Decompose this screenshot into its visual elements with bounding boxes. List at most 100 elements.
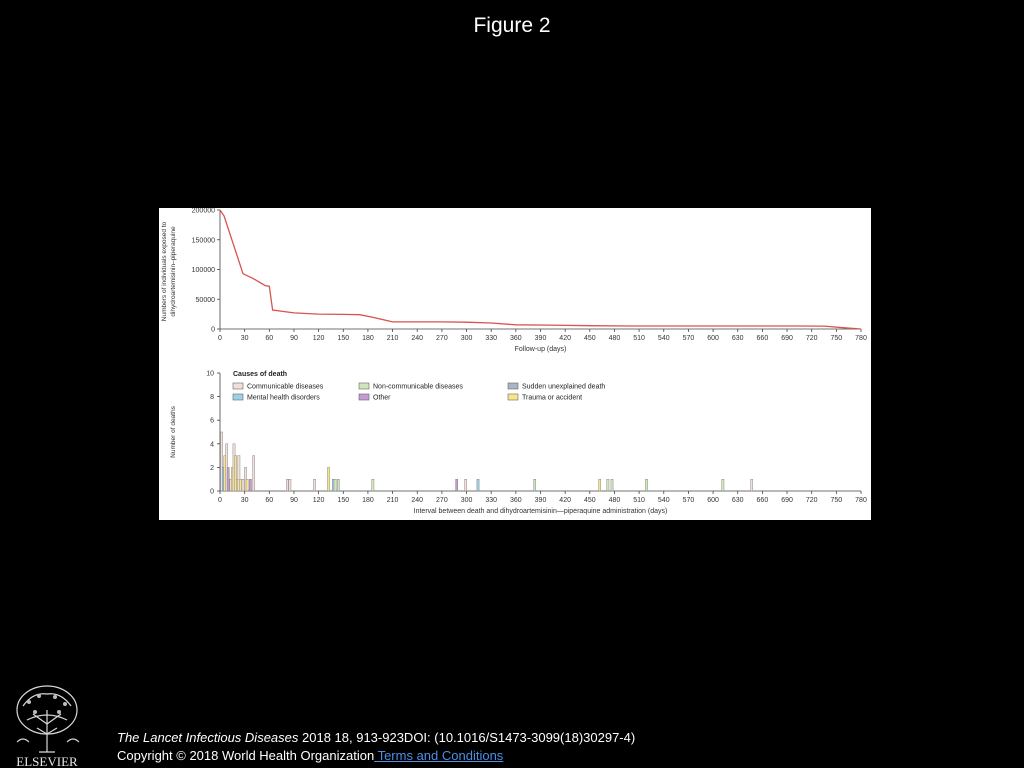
death-bar xyxy=(333,479,337,492)
x-tick-label: 510 xyxy=(633,335,645,342)
x-tick-label: 660 xyxy=(757,497,769,504)
legend-label: Other xyxy=(373,395,391,402)
x-axis-label: Interval between death and dihydroartemi… xyxy=(414,508,668,515)
y-tick-label: 150000 xyxy=(192,237,215,244)
legend-swatch xyxy=(358,393,370,401)
death-bar xyxy=(237,455,241,492)
y-tick-label: 100000 xyxy=(192,267,215,274)
death-bar xyxy=(288,479,292,492)
legend-swatch xyxy=(232,393,244,401)
x-tick-label: 600 xyxy=(707,497,719,504)
legend-swatch xyxy=(507,382,519,390)
death-bar xyxy=(327,467,330,492)
death-bar xyxy=(245,479,249,492)
y-axis-label: Numbers of individuals exposed to xyxy=(161,221,168,321)
x-tick-label: 690 xyxy=(781,497,793,504)
legend-label: Communicable diseases xyxy=(247,384,324,391)
x-tick-label: 750 xyxy=(831,335,843,342)
death-bar xyxy=(234,455,237,492)
legend-swatch xyxy=(358,382,370,390)
x-tick-label: 150 xyxy=(337,335,349,342)
x-tick-label: 540 xyxy=(658,335,670,342)
x-tick-label: 420 xyxy=(559,335,571,342)
death-bar xyxy=(220,431,223,492)
citation-line: The Lancet Infectious Diseases 2018 18, … xyxy=(117,729,635,747)
y-axis-label: dihydroartemisinin–piperaquine xyxy=(170,226,177,317)
x-tick-label: 150 xyxy=(337,497,349,504)
x-tick-label: 780 xyxy=(855,497,867,504)
y-tick-label: 2 xyxy=(210,465,214,472)
y-tick-label: 8 xyxy=(210,394,214,401)
x-tick-label: 300 xyxy=(461,335,473,342)
followup-line-chart: 0 50000 100000 150000 200000 0 30 60 90 120 150 180… xyxy=(161,208,867,353)
x-tick-label: 630 xyxy=(732,335,744,342)
death-bar xyxy=(721,479,725,492)
death-bar xyxy=(606,479,610,492)
x-tick-label: 360 xyxy=(510,497,522,504)
death-bar xyxy=(610,479,614,492)
y-tick-label: 50000 xyxy=(196,297,216,304)
deaths-bar-chart: 0 2 4 6 8 10 0 30 60 90 120 150 180 210 240 270 300 330 36… xyxy=(170,371,867,516)
x-tick-label: 90 xyxy=(290,335,298,342)
citation-details: 2018 18, 913-923DOI: (10.1016/S1473-3099… xyxy=(298,730,636,745)
x-tick-label: 480 xyxy=(609,335,621,342)
x-tick-label: 600 xyxy=(707,335,719,342)
series-line xyxy=(219,209,862,330)
death-bar xyxy=(336,479,340,492)
y-tick-label: 0 xyxy=(211,327,215,334)
terms-link[interactable]: Terms and Conditions xyxy=(374,748,504,763)
x-tick-label: 240 xyxy=(411,497,423,504)
x-tick-label: 60 xyxy=(265,497,273,504)
legend-title: Causes of death xyxy=(233,371,287,378)
y-tick-label: 6 xyxy=(210,418,214,425)
x-tick-label: 120 xyxy=(313,335,325,342)
x-tick-label: 780 xyxy=(855,335,867,342)
death-bar xyxy=(252,455,255,492)
figure-panel: 0 50000 100000 150000 200000 0 30 60 90 120 150 180… xyxy=(159,208,871,520)
death-bar xyxy=(371,479,375,492)
x-tick-label: 450 xyxy=(584,335,596,342)
death-bar xyxy=(249,479,252,492)
y-tick-label: 10 xyxy=(206,371,214,378)
x-tick-label: 660 xyxy=(757,335,769,342)
death-bar xyxy=(455,479,459,492)
x-tick-label: 390 xyxy=(535,497,547,504)
x-tick-label: 180 xyxy=(362,335,374,342)
slide-footer: The Lancet Infectious Diseases 2018 18, … xyxy=(117,729,635,765)
death-bar xyxy=(239,479,242,492)
legend-label: Sudden unexplained death xyxy=(522,384,605,391)
x-tick-label: 570 xyxy=(683,335,695,342)
x-tick-label: 90 xyxy=(290,497,298,504)
x-tick-label: 30 xyxy=(241,497,249,504)
x-tick-label: 180 xyxy=(362,497,374,504)
x-tick-label: 690 xyxy=(781,335,793,342)
death-bar xyxy=(286,479,289,492)
death-bar xyxy=(750,479,753,492)
copyright-line: Copyright © 2018 World Health Organizati… xyxy=(117,747,635,765)
x-tick-label: 750 xyxy=(831,497,843,504)
death-bar xyxy=(598,479,602,492)
x-tick-label: 540 xyxy=(658,497,670,504)
x-tick-label: 360 xyxy=(510,335,522,342)
copyright-text: Copyright © 2018 World Health Organizati… xyxy=(117,748,375,763)
x-tick-label: 0 xyxy=(218,335,222,342)
x-tick-label: 330 xyxy=(485,497,497,504)
legend-label: Mental health disorders xyxy=(247,395,320,402)
y-axis-label: Number of deaths xyxy=(170,405,177,457)
x-tick-label: 120 xyxy=(313,497,325,504)
legend-swatch xyxy=(232,382,244,390)
death-bar xyxy=(226,467,230,492)
death-bar xyxy=(645,479,648,492)
elsevier-logo: ELSEVIER xyxy=(16,685,80,768)
x-axis-label: Follow-up (days) xyxy=(515,346,567,353)
x-tick-label: 240 xyxy=(411,335,423,342)
x-tick-label: 270 xyxy=(436,497,448,504)
slide-title: Figure 2 xyxy=(473,14,551,37)
legend-swatch xyxy=(507,393,519,401)
x-tick-label: 30 xyxy=(241,335,249,342)
x-tick-label: 510 xyxy=(633,497,645,504)
x-tick-label: 480 xyxy=(609,497,621,504)
x-tick-label: 450 xyxy=(584,497,596,504)
x-tick-label: 0 xyxy=(218,497,222,504)
